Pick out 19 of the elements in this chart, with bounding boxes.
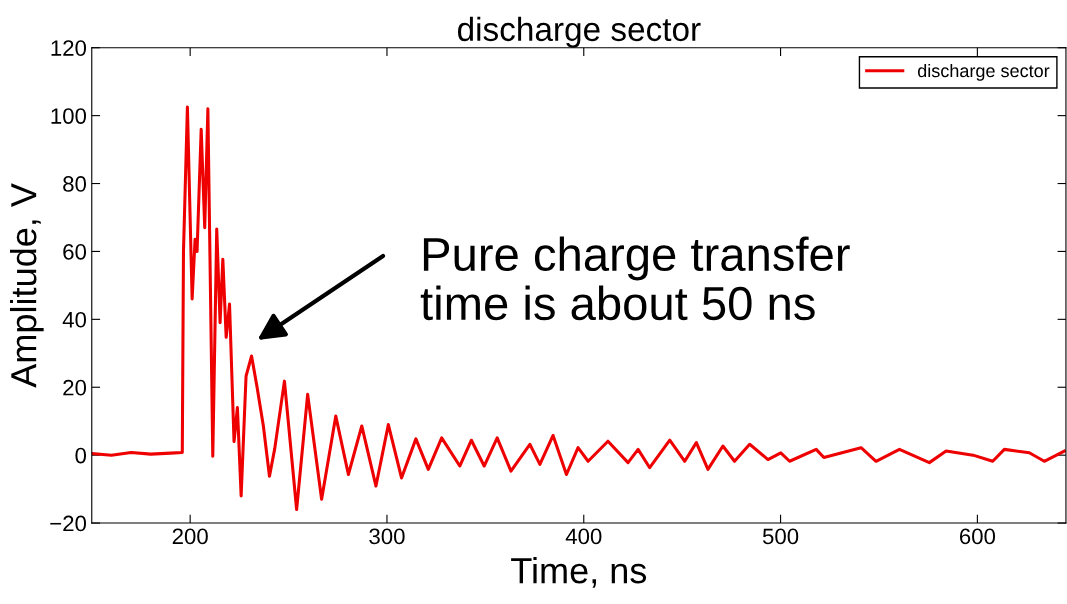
y-tick-label: 120 — [51, 40, 87, 56]
x-axis-title: Time, ns — [511, 556, 647, 588]
line-series — [91, 105, 1066, 512]
y-tick-label: 80 — [63, 176, 87, 192]
x-tick-label: 200 — [172, 528, 208, 545]
y-tick-label: 0 — [75, 447, 87, 464]
y-tick-label: 20 — [63, 379, 87, 396]
y-axis-title: Amplitude, V — [9, 183, 44, 388]
y-tick-label: 100 — [51, 108, 87, 124]
annotation: Pure charge transfer time is about 50 ns — [420, 236, 850, 321]
x-tick-label: 600 — [959, 528, 996, 545]
y-tick-label: −20 — [50, 515, 87, 532]
x-tick-label: 400 — [565, 528, 602, 545]
x-tick-label: 500 — [762, 528, 799, 545]
x-tick-label: 300 — [369, 528, 405, 545]
legend-label: discharge sector — [917, 63, 1050, 81]
chart-title: discharge sector — [457, 16, 701, 48]
y-tick-label: 40 — [62, 311, 87, 328]
y-tick-label: 60 — [63, 243, 87, 260]
